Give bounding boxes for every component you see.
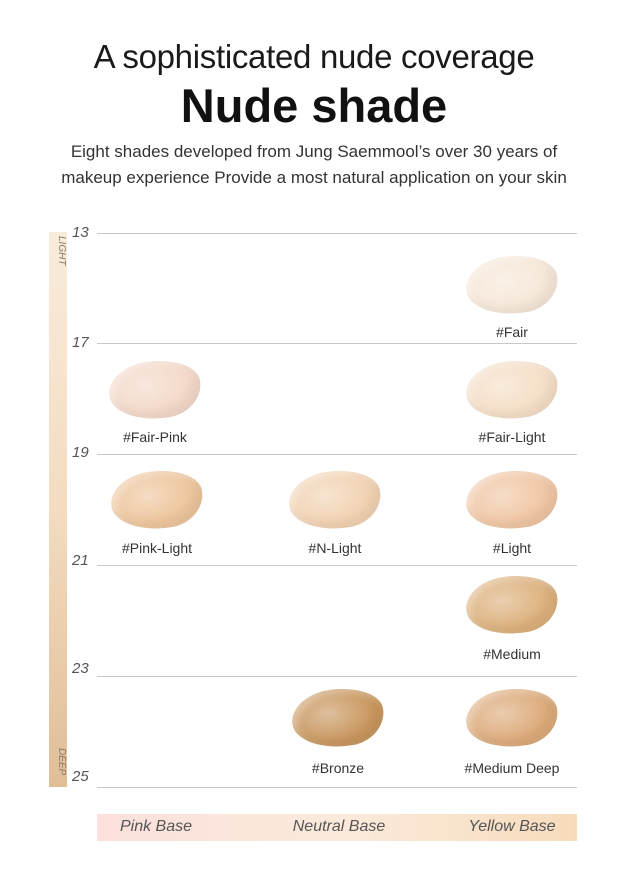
shade-swatch (462, 569, 562, 641)
gridline (97, 343, 577, 344)
shade-swatch (462, 464, 562, 536)
shade-label: #Pink-Light (121, 540, 193, 556)
base-gradient-bar (97, 814, 577, 841)
shade-swatch (288, 682, 388, 754)
neutral-base-label: Neutral Base (292, 818, 386, 835)
shade-swatch (462, 249, 562, 321)
page-title: A sophisticated nude coverage (93, 38, 535, 75)
shade-label: #Fair-Light (478, 429, 546, 445)
shade-label: #Medium Deep (464, 760, 560, 776)
shade-swatch (462, 682, 562, 754)
shade-swatch (105, 354, 205, 426)
shade-label: #N-Light (308, 540, 362, 556)
pink-base-label: Pink Base (119, 818, 193, 835)
light-deep-scale-bar (49, 232, 67, 787)
gridline (97, 233, 577, 234)
yellow-base-label: Yellow Base (468, 818, 556, 835)
tick-label: 13 (72, 224, 89, 241)
deep-label: DEEP (56, 748, 67, 776)
gridline (97, 565, 577, 566)
light-label: LIGHT (56, 236, 67, 266)
gridline (97, 676, 577, 677)
tick-label: 23 (72, 660, 89, 677)
description-line-2: makeup experience Provide a most natural… (61, 168, 567, 187)
shade-swatch (462, 354, 562, 426)
shade-label: #Fair (496, 324, 528, 340)
tick-label: 17 (72, 334, 89, 351)
gridline (97, 454, 577, 455)
shade-label: #Bronze (311, 760, 365, 776)
page-subtitle: Nude shade (180, 79, 448, 132)
shade-label: #Fair-Pink (123, 429, 187, 445)
tick-label: 21 (72, 552, 89, 569)
tick-label: 19 (72, 444, 89, 461)
tick-label: 25 (72, 768, 89, 785)
shade-swatch (285, 464, 385, 536)
description-line-1: Eight shades developed from Jung Saemmoo… (70, 142, 558, 161)
shade-label: #Light (492, 540, 532, 556)
shade-label: #Medium (483, 646, 541, 662)
gridline (97, 787, 577, 788)
shade-swatch (107, 464, 207, 536)
